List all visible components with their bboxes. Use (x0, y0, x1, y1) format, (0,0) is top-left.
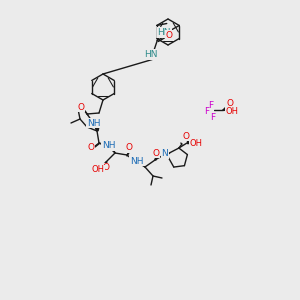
Text: F: F (210, 112, 216, 122)
Text: O: O (77, 103, 85, 112)
Text: O: O (88, 143, 94, 152)
Text: HN: HN (145, 50, 158, 59)
Text: NH: NH (87, 118, 101, 127)
Text: O: O (152, 148, 160, 158)
Text: O: O (103, 164, 110, 172)
Text: O: O (125, 143, 133, 152)
Text: OH: OH (92, 166, 104, 175)
Text: O: O (226, 98, 233, 107)
Text: NH: NH (130, 157, 144, 166)
Text: O: O (182, 131, 189, 140)
Text: O: O (166, 31, 173, 40)
Text: F: F (204, 107, 210, 116)
Text: HN: HN (158, 28, 171, 37)
Text: OH: OH (226, 106, 238, 116)
Text: F: F (208, 101, 214, 110)
Text: OH: OH (189, 139, 203, 148)
Text: N: N (162, 149, 168, 158)
Text: NH: NH (102, 142, 116, 151)
